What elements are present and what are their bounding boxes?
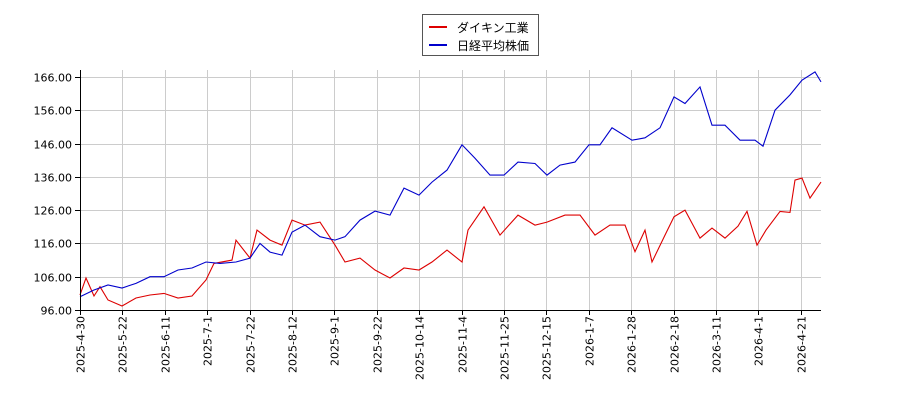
x-tick-label: 2025-8-12	[287, 316, 300, 373]
y-tick-label: 166.00	[34, 72, 73, 85]
y-tick-label: 116.00	[34, 238, 73, 251]
legend-swatch-red	[429, 26, 447, 28]
x-axis-ticks: 2025-4-30 2025-5-22 2025-6-11 2025-7-1 2025-…	[75, 310, 809, 380]
legend-label: 日経平均株価	[457, 38, 530, 53]
x-tick-label: 2025-5-22	[117, 316, 130, 373]
data-series	[79, 71, 822, 307]
legend-item-daikin: ダイキン工業	[429, 18, 529, 36]
y-axis-ticks: 96.00 106.00 116.00 126.00 136.00 146.00 156.0…	[34, 72, 80, 318]
x-tick-label: 2025-12-15	[541, 316, 554, 380]
x-tick-label: 2026-2-18	[669, 316, 682, 373]
legend: ダイキン工業 日経平均株価	[422, 14, 539, 56]
grid-lines	[80, 70, 821, 310]
x-tick-label: 2025-9-1	[329, 316, 342, 366]
y-tick-label: 126.00	[34, 205, 73, 218]
y-tick-label: 106.00	[34, 272, 73, 285]
axes	[80, 70, 821, 311]
x-tick-label: 2025-6-11	[160, 316, 173, 373]
series-line	[79, 71, 822, 298]
legend-label: ダイキン工業	[457, 20, 529, 35]
legend-item-nikkei: 日経平均株価	[429, 36, 529, 54]
x-tick-label: 2026-3-11	[711, 316, 724, 373]
x-tick-label: 2026-4-1	[753, 316, 766, 366]
x-tick-label: 2025-11-25	[499, 316, 512, 380]
legend-swatch-blue	[429, 44, 447, 46]
series-line	[79, 177, 822, 307]
x-tick-label: 2025-7-22	[245, 316, 258, 373]
x-tick-label: 2025-9-22	[372, 316, 385, 373]
y-tick-label: 136.00	[34, 172, 73, 185]
x-tick-label: 2026-1-28	[626, 316, 639, 373]
y-tick-label: 156.00	[34, 105, 73, 118]
x-tick-label: 2025-10-14	[414, 316, 427, 380]
x-tick-label: 2025-7-1	[202, 316, 215, 366]
y-tick-label: 146.00	[34, 139, 73, 152]
y-tick-label: 96.00	[41, 305, 73, 318]
x-tick-label: 2025-11-4	[457, 316, 470, 373]
x-tick-label: 2025-4-30	[75, 316, 88, 373]
x-tick-label: 2026-4-21	[796, 316, 809, 373]
x-tick-label: 2026-1-7	[584, 316, 597, 366]
